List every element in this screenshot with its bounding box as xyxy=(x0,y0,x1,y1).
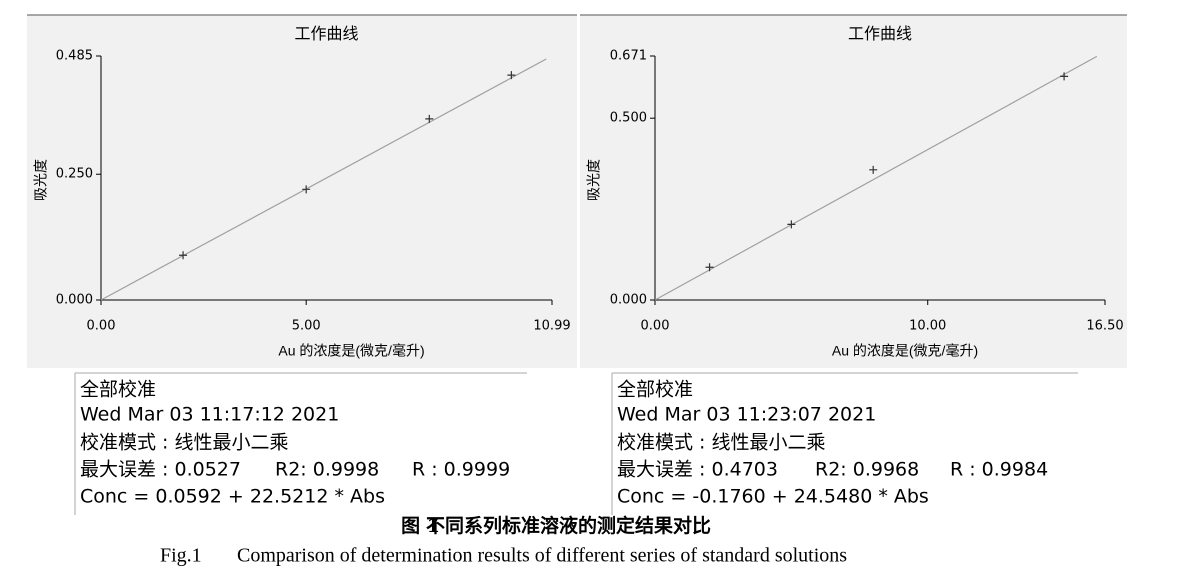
info-title: 全部校准 xyxy=(617,379,693,401)
info-title: 全部校准 xyxy=(80,379,156,401)
data-point xyxy=(1060,72,1069,81)
data-point xyxy=(787,220,796,229)
x-tick-label: 0.00 xyxy=(87,319,116,334)
x-axis-label: Au 的浓度是(微克/毫升) xyxy=(832,343,978,359)
info-mode: 校准模式 : 线性最小二乘 xyxy=(617,432,825,454)
data-point xyxy=(302,185,311,194)
chart-title: 工作曲线 xyxy=(848,25,912,43)
caption-label: 图 1 xyxy=(401,515,440,537)
fit-line xyxy=(100,58,547,301)
y-axis-label: 吸光度 xyxy=(586,159,602,201)
data-point xyxy=(425,114,434,123)
chart-background xyxy=(580,15,1127,368)
info-timestamp: Wed Mar 03 11:23:07 2021 xyxy=(617,404,876,426)
data-point xyxy=(179,251,188,260)
data-point xyxy=(869,165,878,174)
info-max-error: 最大误差 : 0.0527 xyxy=(80,459,241,481)
info-r: R : 0.9999 xyxy=(412,459,510,481)
x-tick-label: 16.50 xyxy=(1086,319,1123,334)
info-timestamp: Wed Mar 03 11:17:12 2021 xyxy=(80,404,339,426)
y-tick-label: 0.000 xyxy=(610,293,647,308)
caption-title: 不同系列标准溶液的测定结果对比 xyxy=(426,514,711,537)
x-tick-label: 10.00 xyxy=(909,319,946,334)
info-mode: 校准模式 : 线性最小二乘 xyxy=(80,432,288,454)
info-equation: Conc = -0.1760 + 24.5480 * Abs xyxy=(617,486,929,508)
x-tick-label: 5.00 xyxy=(292,319,321,334)
x-axis-label: Au 的浓度是(微克/毫升) xyxy=(278,343,424,359)
info-r: R : 0.9984 xyxy=(950,459,1048,481)
y-tick-label: 0.500 xyxy=(610,111,647,126)
caption-title-en: Comparison of determination results of d… xyxy=(237,545,847,567)
y-tick-label: 0.485 xyxy=(56,49,93,64)
x-tick-label: 0.00 xyxy=(641,319,670,334)
chart-title: 工作曲线 xyxy=(294,25,358,43)
info-r2: R2: 0.9968 xyxy=(815,459,919,481)
info-r2: R2: 0.9998 xyxy=(275,459,379,481)
fit-line xyxy=(654,55,1098,301)
data-point xyxy=(705,263,714,272)
y-tick-label: 0.250 xyxy=(56,167,93,182)
info-max-error: 最大误差 : 0.4703 xyxy=(617,459,778,481)
y-tick-label: 0.000 xyxy=(56,293,93,308)
caption-label-en: Fig.1 xyxy=(160,545,202,567)
y-tick-label: 0.671 xyxy=(610,49,647,64)
y-axis-label: 吸光度 xyxy=(33,159,49,201)
data-point xyxy=(507,71,516,80)
info-equation: Conc = 0.0592 + 22.5212 * Abs xyxy=(80,486,385,508)
x-tick-label: 10.99 xyxy=(533,319,570,334)
